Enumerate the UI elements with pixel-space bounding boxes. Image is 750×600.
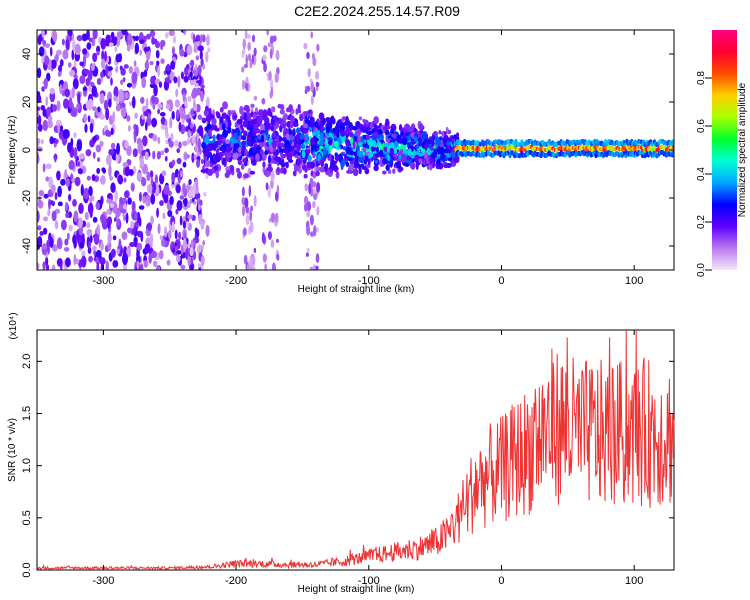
colorbar-label: Normalized spectral amplitude (737, 82, 748, 217)
spectrogram-x-tick-label: -300 (92, 275, 114, 287)
spectrogram-y-tick-label: 20 (21, 96, 33, 108)
snr-y-tick-label: 1.5 (21, 406, 33, 421)
snr-y-tick-label: 0.5 (21, 510, 33, 525)
spectrogram-x-tick-label: -100 (358, 275, 380, 287)
colorbar (712, 30, 737, 270)
spectrogram-x-tick-label: -200 (225, 275, 247, 287)
figure-title: C2E2.2024.255.14.57.R09 (294, 3, 460, 19)
spectrogram-y-tick-label: -40 (21, 238, 33, 254)
colorbar-tick-label: 0.8 (696, 71, 707, 85)
spectrogram-x-tick-label: 0 (498, 275, 504, 287)
colorbar-axes: 0.0 0.2 0.4 0.6 0.8 (696, 71, 712, 277)
colorbar-tick-label: 0.6 (696, 119, 707, 133)
snr-y-tick-label: 1.0 (21, 458, 33, 473)
snr-y-tick-label: 2.0 (21, 354, 33, 369)
spectrogram-y-axis-label: Frequency (Hz) (7, 116, 18, 185)
snr-y-scale-label: (x10⁴) (8, 312, 19, 339)
snr-y-axis-label: SNR (10 * v/v) (7, 418, 18, 482)
spectrogram-heatmap (37, 30, 674, 270)
spectrogram-y-tick-label: 40 (21, 48, 33, 60)
snr-x-tick-label: 100 (625, 575, 643, 587)
snr-x-tick-label: -200 (225, 575, 247, 587)
snr-x-tick-label: -300 (92, 575, 114, 587)
colorbar-tick-label: 0.4 (696, 167, 707, 181)
spectrogram-y-tick-label: -20 (21, 190, 33, 206)
snr-x-tick-label: -100 (358, 575, 380, 587)
snr-x-tick-label: 0 (498, 575, 504, 587)
snr-axes: -300 -200 -100 0 100 0.0 0.5 1.0 1.5 2.0 (21, 330, 674, 587)
colorbar-tick-label: 0.0 (696, 263, 707, 277)
colorbar-tick-label: 0.2 (696, 215, 707, 229)
snr-plot-frame (36, 329, 675, 571)
snr-x-axis-label: Height of straight line (km) (298, 584, 415, 595)
snr-series-line (36, 329, 675, 571)
spectrogram-x-axis-label: Height of straight line (km) (298, 284, 415, 295)
spectrogram-y-tick-label: 0 (21, 147, 33, 153)
spectrogram-x-tick-label: 100 (625, 275, 643, 287)
snr-y-tick-label: 0.0 (21, 562, 33, 577)
